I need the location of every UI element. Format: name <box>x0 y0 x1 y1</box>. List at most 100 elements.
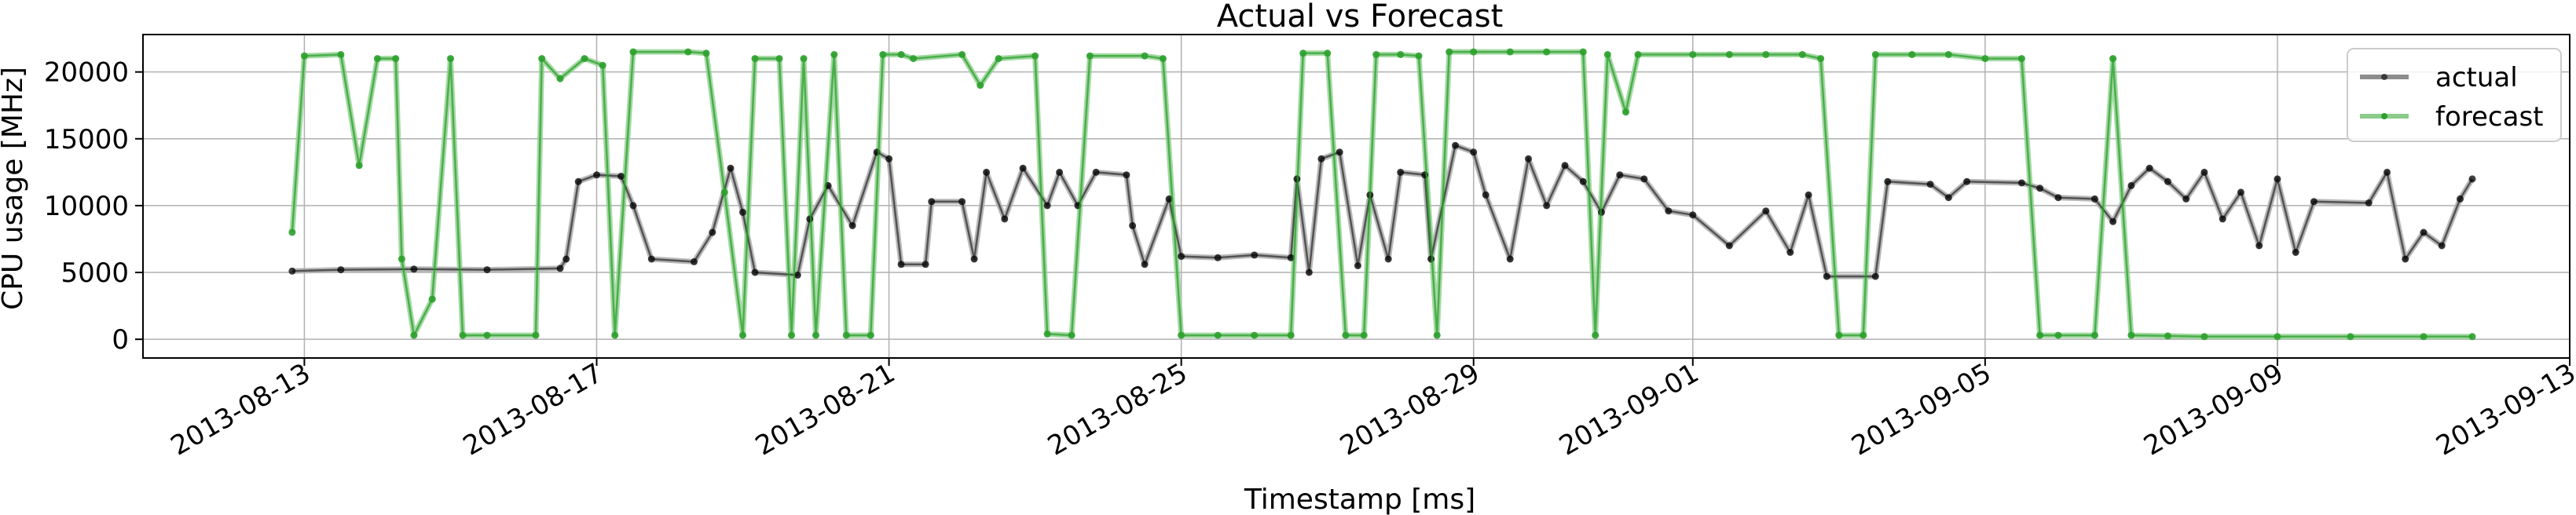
data-point-actual <box>1397 168 1405 176</box>
data-point-forecast <box>1689 51 1697 58</box>
data-point-forecast <box>1871 51 1879 58</box>
y-tick-label: 5000 <box>60 258 129 289</box>
data-point-forecast <box>2127 331 2135 339</box>
data-point-actual <box>1871 272 1879 280</box>
data-point-actual <box>1001 215 1009 223</box>
data-point-forecast <box>995 55 1002 63</box>
data-point-forecast <box>2347 333 2354 341</box>
data-point-forecast <box>702 49 710 57</box>
data-point-forecast <box>1981 55 1989 63</box>
data-point-forecast <box>428 295 436 303</box>
data-point-forecast <box>538 55 546 63</box>
data-point-forecast <box>2164 332 2171 340</box>
x-axis-label: Timestamp [ms] <box>1244 484 1475 515</box>
data-point-actual <box>629 202 637 210</box>
data-point-actual <box>1543 202 1551 210</box>
data-point-forecast <box>842 331 850 339</box>
data-point-forecast <box>2420 333 2428 341</box>
legend-marker-forecast <box>2381 113 2387 119</box>
data-point-forecast <box>2200 333 2208 341</box>
data-point-forecast <box>1506 48 1514 56</box>
y-axis-label: CPU usage [MHz] <box>0 67 29 310</box>
data-point-forecast <box>1372 51 1380 58</box>
data-point-forecast <box>1446 48 1453 56</box>
data-point-forecast <box>1762 51 1770 58</box>
data-point-actual <box>2255 242 2263 250</box>
data-point-actual <box>593 171 600 179</box>
data-point-forecast <box>2109 55 2117 63</box>
data-point-forecast <box>812 331 819 339</box>
data-point-forecast <box>958 51 966 58</box>
data-point-actual <box>1354 262 1361 269</box>
data-point-forecast <box>556 75 564 82</box>
data-point-actual <box>647 255 655 263</box>
data-point-actual <box>727 164 735 172</box>
data-point-actual <box>1665 207 1673 215</box>
data-point-forecast <box>629 48 637 56</box>
series-line-actual <box>291 144 2474 278</box>
data-point-actual <box>2237 188 2244 196</box>
data-point-forecast <box>2054 331 2062 339</box>
data-point-actual <box>2090 195 2098 203</box>
data-point-actual <box>1786 249 1794 256</box>
data-point-forecast <box>720 188 728 196</box>
data-point-forecast <box>2017 55 2025 63</box>
data-point-forecast <box>1798 51 1806 58</box>
data-point-actual <box>848 222 856 229</box>
data-point-actual <box>1805 191 1812 199</box>
data-point-forecast <box>1725 51 1733 58</box>
data-point-actual <box>1452 141 1459 149</box>
data-point-forecast <box>1031 52 1039 60</box>
data-point-actual <box>2127 181 2135 189</box>
data-point-actual <box>2438 242 2446 250</box>
data-point-forecast <box>1603 51 1611 58</box>
data-point-actual <box>1287 254 1295 261</box>
data-point-actual <box>1384 255 1392 263</box>
data-point-actual <box>1506 255 1514 263</box>
data-point-forecast <box>775 55 783 63</box>
chart-title: Actual vs Forecast <box>1217 0 1504 35</box>
data-point-forecast <box>1835 331 1843 339</box>
data-point-actual <box>2365 199 2373 206</box>
legend: actual forecast <box>2347 48 2562 142</box>
data-point-actual <box>751 268 759 276</box>
data-point-actual <box>1561 162 1569 170</box>
data-point-forecast <box>1579 48 1587 56</box>
data-point-forecast <box>910 55 918 63</box>
data-point-actual <box>739 208 746 216</box>
data-point-forecast <box>830 51 838 58</box>
data-point-forecast <box>1141 52 1149 60</box>
data-point-forecast <box>1324 49 1332 57</box>
data-point-actual <box>2219 215 2226 223</box>
data-point-actual <box>2274 175 2281 183</box>
data-point-actual <box>1884 177 1892 185</box>
data-point-forecast <box>459 331 467 339</box>
data-point-forecast <box>2468 333 2476 341</box>
data-point-actual <box>2017 179 2025 187</box>
data-point-forecast <box>1817 55 1825 63</box>
data-point-actual <box>2420 228 2428 236</box>
data-point-forecast <box>398 255 405 263</box>
data-point-actual <box>1178 253 1185 261</box>
data-point-actual <box>1689 211 1697 219</box>
data-point-actual <box>793 271 801 279</box>
data-point-forecast <box>1360 331 1368 339</box>
data-point-actual <box>2468 175 2476 183</box>
data-point-actual <box>2164 177 2171 185</box>
data-point-actual <box>2054 194 2062 202</box>
data-point-actual <box>562 255 570 263</box>
data-point-forecast <box>788 331 795 339</box>
data-point-actual <box>1640 175 1648 183</box>
data-point-actual <box>2310 198 2318 206</box>
data-point-forecast <box>1068 331 1075 339</box>
data-point-actual <box>337 266 345 274</box>
data-point-actual <box>691 258 698 265</box>
data-point-forecast <box>1634 51 1642 58</box>
data-point-forecast <box>1178 331 1185 339</box>
data-point-actual <box>2145 164 2153 172</box>
data-point-actual <box>1944 194 1952 202</box>
data-point-actual <box>1336 148 1343 156</box>
data-point-actual <box>1525 155 1532 163</box>
